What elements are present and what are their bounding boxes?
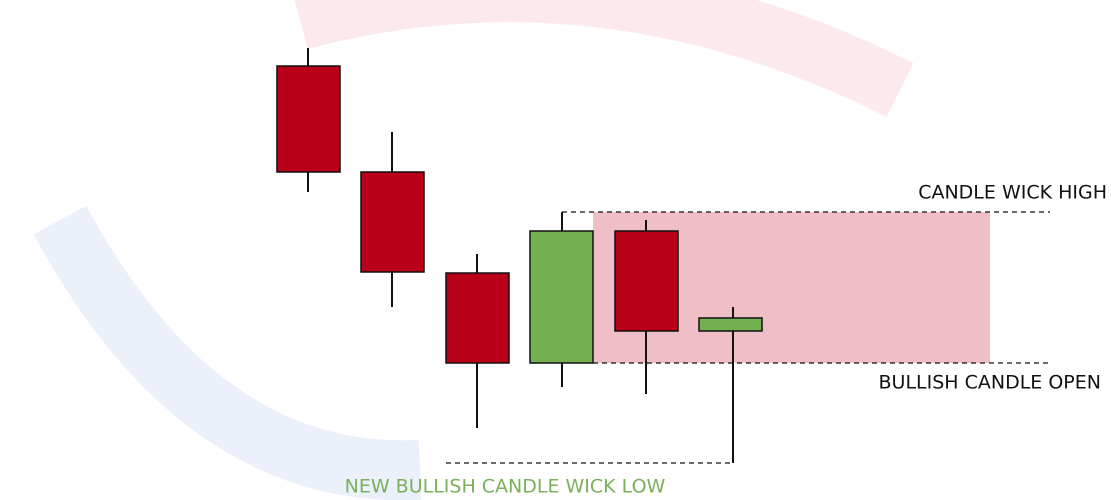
candle [360,132,425,307]
candle [698,307,763,463]
label: CANDLE WICK HIGH [918,182,1107,204]
label: BULLISH CANDLE OPEN [879,372,1101,394]
candle [614,220,679,394]
label: NEW BULLISH CANDLE WICK LOW [345,476,666,498]
candle [529,212,594,387]
candle [445,254,510,428]
background-decoration [33,0,914,500]
candle [276,48,341,192]
